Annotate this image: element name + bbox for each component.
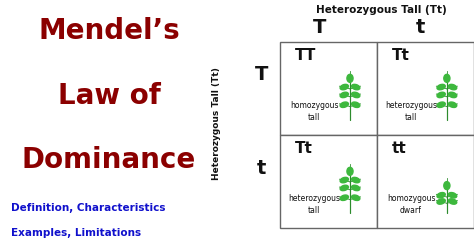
Ellipse shape xyxy=(444,74,450,82)
Ellipse shape xyxy=(352,102,360,107)
Text: homozygous
dwarf: homozygous dwarf xyxy=(387,194,435,215)
Ellipse shape xyxy=(437,92,445,98)
Ellipse shape xyxy=(437,84,445,90)
Ellipse shape xyxy=(437,199,445,204)
Text: Mendel’s: Mendel’s xyxy=(38,17,180,45)
Bar xyxy=(280,42,377,135)
Text: Dominance: Dominance xyxy=(22,146,196,174)
Ellipse shape xyxy=(340,185,348,191)
Bar xyxy=(377,135,474,228)
Text: Definition, Characteristics: Definition, Characteristics xyxy=(11,203,165,213)
Ellipse shape xyxy=(340,102,348,107)
Ellipse shape xyxy=(448,199,457,204)
Text: Heterozygous Tall (Tt): Heterozygous Tall (Tt) xyxy=(212,67,221,181)
Bar xyxy=(377,42,474,135)
Ellipse shape xyxy=(448,84,457,90)
Text: Heterozygous Tall (Tt): Heterozygous Tall (Tt) xyxy=(316,5,447,15)
Text: T: T xyxy=(313,18,327,37)
Ellipse shape xyxy=(347,74,353,82)
Ellipse shape xyxy=(347,167,353,175)
Ellipse shape xyxy=(437,192,445,198)
Bar xyxy=(280,135,377,228)
Text: Tt: Tt xyxy=(295,141,313,156)
Ellipse shape xyxy=(340,92,348,98)
Ellipse shape xyxy=(448,192,457,198)
Text: Law of: Law of xyxy=(57,82,161,110)
Text: Examples, Limitations: Examples, Limitations xyxy=(11,228,141,238)
Ellipse shape xyxy=(444,182,450,190)
Text: tt: tt xyxy=(392,141,407,156)
Ellipse shape xyxy=(437,102,445,107)
Text: heterozygous
tall: heterozygous tall xyxy=(288,194,340,215)
Text: T: T xyxy=(255,65,268,84)
Text: t: t xyxy=(257,159,266,178)
Text: t: t xyxy=(416,18,426,37)
Text: homozygous
tall: homozygous tall xyxy=(290,101,338,122)
Ellipse shape xyxy=(352,92,360,98)
Ellipse shape xyxy=(448,102,457,107)
Ellipse shape xyxy=(340,195,348,200)
Ellipse shape xyxy=(340,84,348,90)
Ellipse shape xyxy=(352,185,360,191)
Text: Tt: Tt xyxy=(392,48,410,63)
Text: TT: TT xyxy=(295,48,316,63)
Ellipse shape xyxy=(352,177,360,183)
Ellipse shape xyxy=(352,195,360,200)
Ellipse shape xyxy=(352,84,360,90)
Text: heterozygous
tall: heterozygous tall xyxy=(385,101,437,122)
Ellipse shape xyxy=(448,92,457,98)
Ellipse shape xyxy=(340,177,348,183)
